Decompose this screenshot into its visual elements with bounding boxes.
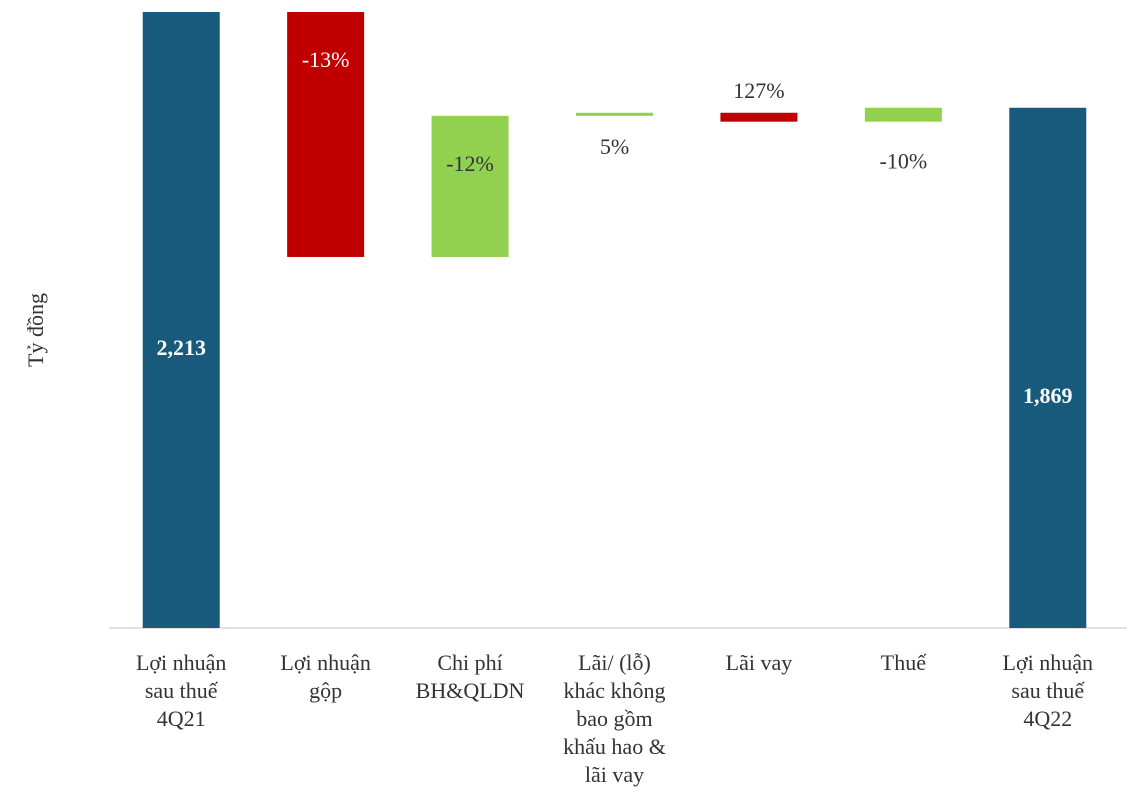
bar xyxy=(1009,107,1087,629)
x-tick-label: Lãi vay xyxy=(726,650,793,675)
data-label: -12% xyxy=(446,151,494,176)
bar xyxy=(287,12,365,257)
bar xyxy=(720,112,798,122)
y-axis-label: Tỷ đồng xyxy=(23,293,48,367)
x-tick-label: Lợi nhuận sau thuế 4Q21 xyxy=(136,650,226,731)
x-tick-label: Chi phí BH&QLDN xyxy=(416,650,525,703)
x-tick-label: Thuế xyxy=(881,650,927,675)
data-label: -10% xyxy=(880,149,928,174)
x-tick-label: Lợi nhuận sau thuế 4Q22 xyxy=(1003,650,1093,731)
data-label: -13% xyxy=(302,47,350,72)
bar xyxy=(864,107,942,122)
data-label: 1,869 xyxy=(1023,383,1073,408)
data-label: 2,213 xyxy=(156,335,206,360)
x-tick-label: Lợi nhuận gộp xyxy=(280,650,370,703)
data-label: 127% xyxy=(733,78,784,103)
x-tick-label: Lãi/ (lỗ) khác không bao gồm khấu hao & lãi … xyxy=(563,650,666,787)
bar xyxy=(576,112,653,116)
data-label: 5% xyxy=(600,134,629,159)
bar xyxy=(142,12,220,628)
bar xyxy=(431,115,509,257)
